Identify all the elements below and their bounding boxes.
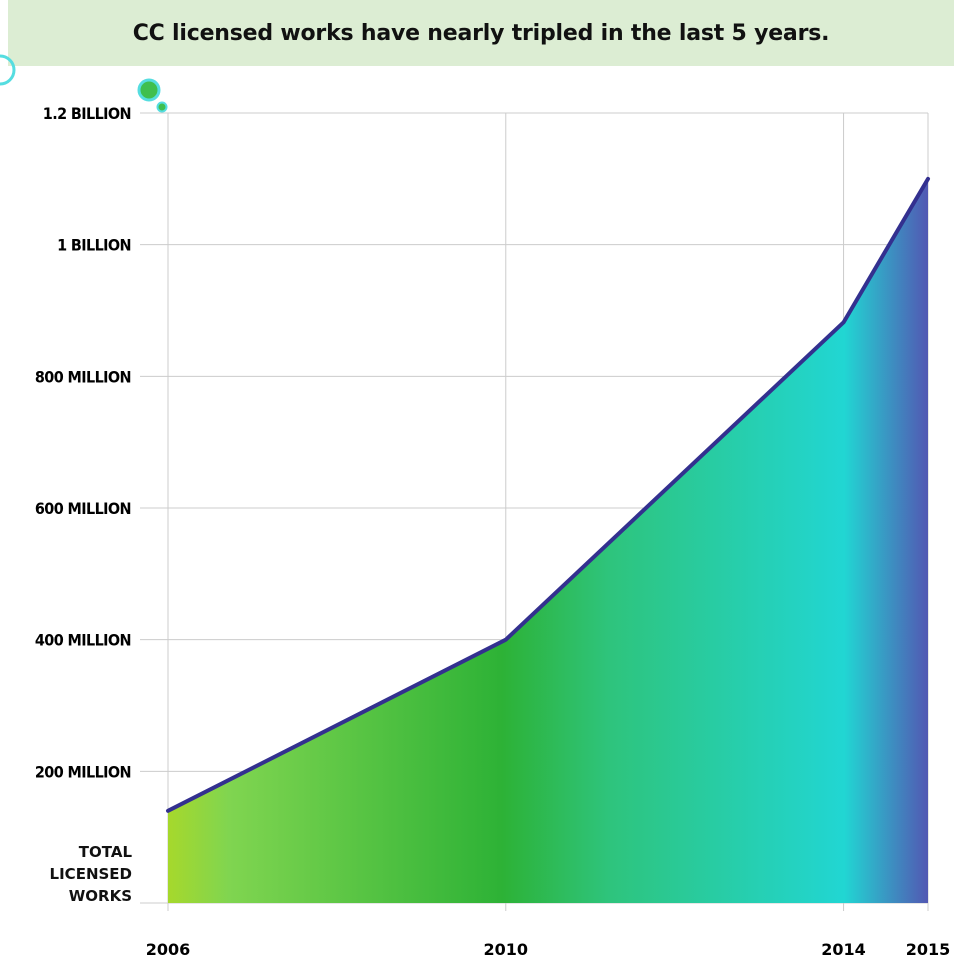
y-tick-label: 600 MILLION <box>35 499 131 518</box>
y-axis-label: TOTAL LICENSED WORKS <box>50 843 133 905</box>
decorative-ring <box>0 54 16 86</box>
decorative-dots <box>0 54 168 113</box>
y-tick-label: 400 MILLION <box>35 631 131 650</box>
decorative-dot-large <box>137 78 161 102</box>
x-tick-label: 2015 <box>906 940 951 959</box>
chart-title-banner: CC licensed works have nearly tripled in… <box>8 0 954 66</box>
x-tick-label: 2006 <box>146 940 191 959</box>
decorative-dot-small <box>156 101 168 113</box>
x-tick-label: 2014 <box>821 940 866 959</box>
y-tick-label: 1 BILLION <box>57 236 131 255</box>
y-axis-label-line: WORKS <box>69 887 132 905</box>
y-axis-label-line: LICENSED <box>50 865 132 883</box>
y-tick-label: 200 MILLION <box>35 762 131 781</box>
y-axis-ticks: 200 MILLION 400 MILLION 600 MILLION 800 MIL… <box>35 104 132 781</box>
y-tick-label: 1.2 BILLION <box>43 104 131 123</box>
x-tick-label: 2010 <box>484 940 529 959</box>
area-series <box>166 176 930 904</box>
chart-title: CC licensed works have nearly tripled in… <box>132 20 830 46</box>
area-fill <box>168 178 928 904</box>
series-line <box>166 176 930 813</box>
x-axis-ticks: 2006 2010 2014 2015 <box>146 940 951 959</box>
y-tick-label: 800 MILLION <box>35 367 131 386</box>
y-axis-label-line: TOTAL <box>79 843 133 861</box>
